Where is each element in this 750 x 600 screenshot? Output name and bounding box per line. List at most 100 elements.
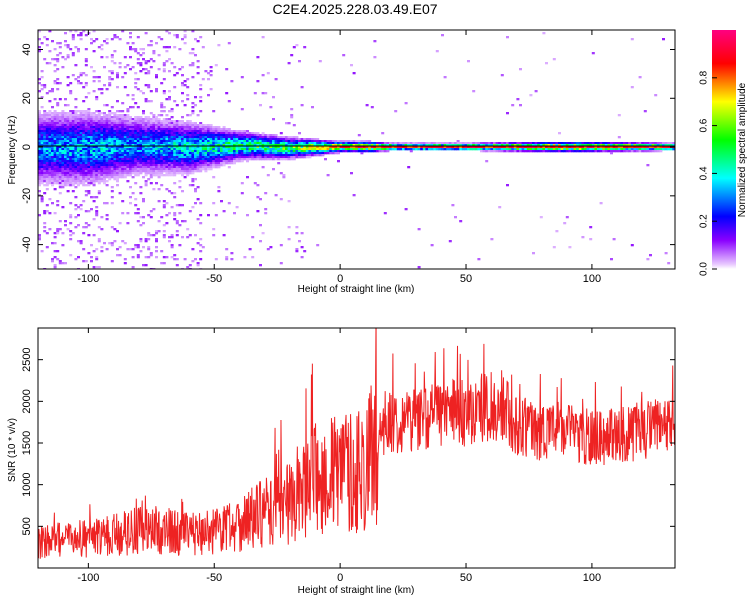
spectrogram-cell xyxy=(40,140,44,143)
spectrogram-cell xyxy=(126,140,130,143)
spectrogram-cell xyxy=(90,126,93,129)
spectrogram-cell xyxy=(162,156,166,159)
spectrogram-cell xyxy=(519,68,522,71)
spectrogram-cell xyxy=(142,134,145,137)
spectrogram-cell xyxy=(225,146,229,149)
spectrogram-cell xyxy=(97,110,101,113)
spectrogram-cell xyxy=(53,264,57,267)
spectrogram-cell xyxy=(136,120,140,123)
spectrogram-cell xyxy=(123,130,127,133)
spectrogram-cell xyxy=(165,168,169,171)
spectrogram-cell xyxy=(469,144,473,147)
spectrogram-cell xyxy=(105,124,109,127)
spectrogram-cell xyxy=(123,162,127,165)
spectrogram-cell xyxy=(217,130,221,133)
spectrogram-cell xyxy=(126,164,130,167)
spectrogram-cell xyxy=(186,168,190,171)
spectrogram-cell xyxy=(82,184,86,187)
spectrogram-cell xyxy=(100,172,104,175)
spectrogram-cell xyxy=(459,146,463,149)
spectrogram-cell xyxy=(142,246,145,249)
spectrogram-cell xyxy=(199,258,203,261)
spectrogram-cell xyxy=(248,136,252,139)
spectrogram-cell xyxy=(162,160,166,163)
spectrogram-cell xyxy=(129,46,132,49)
spectrogram-cell xyxy=(157,166,161,169)
spectrogram-cell xyxy=(168,58,171,61)
spectrogram-cell xyxy=(443,142,447,145)
spectrogram-cell xyxy=(610,146,613,149)
spectrogram-cell xyxy=(110,156,114,159)
spectrogram-cell xyxy=(113,174,117,177)
spectrogram-cell xyxy=(142,92,145,95)
spectrogram-cell xyxy=(347,150,351,153)
spectrogram-cell xyxy=(188,154,192,157)
spectrogram-cell xyxy=(53,128,57,131)
spectrogram-cell xyxy=(116,76,119,79)
spectrogram-cell xyxy=(186,128,190,131)
spectrogram-cell xyxy=(139,240,143,243)
spectrogram-cell xyxy=(420,144,424,147)
spectrogram-cell xyxy=(649,148,652,151)
spectrogram-y-label: Frequency (Hz) xyxy=(7,116,18,185)
spectrogram-cell xyxy=(641,148,645,151)
spectrogram-cell xyxy=(144,160,148,163)
spectrogram-cell xyxy=(207,142,210,145)
spectrogram-cell xyxy=(365,146,369,149)
spectrogram-cell xyxy=(420,146,424,149)
spectrogram-cell xyxy=(305,140,309,143)
spectrogram-cell xyxy=(181,126,184,129)
spectrogram-cell xyxy=(74,78,78,81)
spectrogram-cell xyxy=(79,150,83,153)
spectrogram-cell xyxy=(256,142,260,145)
spectrogram-cell xyxy=(38,142,41,145)
spectrogram-cell xyxy=(95,138,99,141)
spectrogram-cell xyxy=(225,248,229,251)
spectrogram-cell xyxy=(162,236,166,239)
spectrogram-cell xyxy=(207,140,210,143)
spectrogram-cell xyxy=(74,164,78,167)
spectrogram-cell xyxy=(92,120,96,123)
spectrogram-cell xyxy=(178,146,182,149)
spectrogram-cell xyxy=(58,186,62,189)
spectrogram-cell xyxy=(188,136,192,139)
spectrogram-cell xyxy=(308,152,312,155)
spectrogram-cell xyxy=(264,142,268,145)
spectrogram-cell xyxy=(77,178,80,181)
spectrogram-cell xyxy=(144,62,148,65)
spectrogram-cell xyxy=(90,152,93,155)
spectrogram-cell xyxy=(292,136,296,139)
spectrogram-cell xyxy=(77,172,80,175)
spectrogram-cell xyxy=(264,154,268,157)
spectrogram-cell xyxy=(77,256,80,259)
spectrogram-cell xyxy=(264,140,268,143)
spectrogram-cell xyxy=(87,118,91,121)
spectrogram-cell xyxy=(51,58,54,61)
spectrogram-cell xyxy=(199,132,203,135)
spectrogram-cell xyxy=(279,156,283,159)
spectrogram-cell xyxy=(105,248,109,251)
spectrogram-cell xyxy=(97,158,101,161)
spectrogram-cell xyxy=(126,154,130,157)
spectrogram-cell xyxy=(77,48,80,51)
spectrogram-cell xyxy=(123,126,127,129)
spectrogram-cell xyxy=(149,134,153,137)
spectrogram-cell xyxy=(131,150,135,153)
spectrogram-cell xyxy=(500,74,504,77)
spectrogram-cell xyxy=(162,124,166,127)
spectrogram-cell xyxy=(207,132,210,135)
spectrogram-cell xyxy=(58,126,62,129)
spectrogram-cell xyxy=(550,146,554,149)
spectrogram-cell xyxy=(77,148,80,151)
spectrogram-cell xyxy=(472,90,476,93)
spectrogram-cell xyxy=(404,144,408,147)
spectrogram-cell xyxy=(79,32,83,35)
spectrogram-cell xyxy=(53,138,57,141)
spectrogram-cell xyxy=(326,144,330,147)
spectrogram-cell xyxy=(272,144,275,147)
spectrogram-cell xyxy=(196,124,200,127)
spectrogram-cell xyxy=(66,190,70,193)
spectrogram-cell xyxy=(64,180,67,183)
spectrogram-cell xyxy=(178,132,182,135)
spectrogram-cell xyxy=(272,136,275,139)
